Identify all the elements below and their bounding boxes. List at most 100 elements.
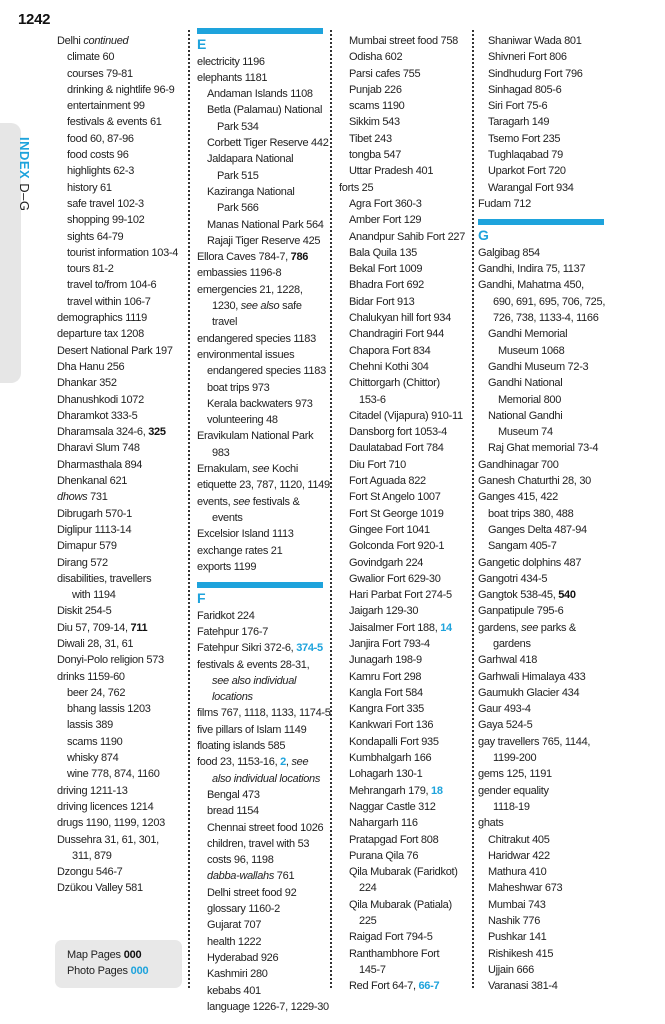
index-subentry: Maheshwar 673 (478, 880, 610, 896)
index-subentry: Chennai street food 1026 (197, 820, 329, 836)
entry-text: Sinhagad 805-6 (488, 83, 562, 96)
index-entry: Fudam 712 (478, 196, 610, 212)
index-subentry: Fort St Angelo 1007 (339, 489, 471, 505)
entry-text: Garhwal 418 (478, 654, 538, 667)
index-subentry: bhang lassis 1203 (57, 701, 189, 717)
index-entry: drugs 1190, 1199, 1203 (57, 815, 189, 831)
entry-text: lassis 389 (67, 719, 113, 732)
entry-text: travel (212, 316, 238, 329)
entry-text: children, travel with 53 (207, 837, 310, 850)
index-subentry: tours 81-2 (57, 261, 189, 277)
entry-text: travel within 106-7 (67, 295, 151, 308)
index-entry: environmental issues (197, 347, 329, 363)
entry-text: see also (240, 300, 280, 313)
index-entry: events, see festivals & (197, 494, 329, 510)
entry-text: Mumbai 743 (488, 898, 546, 911)
entry-text: Uparkot Fort 720 (488, 165, 566, 178)
photo-pages-label: Photo Pages (67, 965, 128, 977)
entry-text: Gandhinagar 700 (478, 458, 559, 471)
index-subentry: Corbett Tiger Reserve 442 (197, 135, 329, 151)
entry-text: Bala Quila 135 (349, 246, 417, 259)
index-subentry: Kondapalli Fort 935 (339, 734, 471, 750)
entry-text: sights 64-79 (67, 230, 124, 243)
entry-text: 225 (359, 915, 377, 928)
entry-text: Rajaji Tiger Reserve 425 (207, 234, 321, 247)
entry-text: Diglipur 1113-14 (57, 523, 132, 536)
index-entry: Dhankar 352 (57, 375, 189, 391)
entry-text: Chalukyan hill fort 934 (349, 312, 451, 325)
entry-text: Amber Fort 129 (349, 214, 422, 227)
entry-text: beer 24, 762 (67, 686, 126, 699)
index-subentry: boat trips 973 (197, 380, 329, 396)
column-divider (330, 30, 332, 988)
index-entry: Dzongu 546-7 (57, 864, 189, 880)
index-subentry: Kangla Fort 584 (339, 685, 471, 701)
entry-text: Dibrugarh 570-1 (57, 507, 132, 520)
entry-text: Taragarh 149 (488, 116, 550, 129)
section-letter: E (197, 36, 207, 52)
index-subentry: beer 24, 762 (57, 685, 189, 701)
page-reference: 14 (440, 621, 452, 634)
entry-text: Ranthambhore Fort (349, 947, 440, 960)
index-subentry: Kaziranga National (197, 184, 329, 200)
index-subentry: Golconda Fort 920-1 (339, 538, 471, 554)
index-subentry: Uttar Pradesh 401 (339, 163, 471, 179)
entry-text: events (212, 511, 243, 524)
index-entry: exports 1199 (197, 559, 329, 575)
entry-text: Kashmiri 280 (207, 968, 268, 981)
page-key-box: Map Pages 000 Photo Pages 000 (55, 940, 182, 988)
index-entry: Diglipur 1113-14 (57, 522, 189, 538)
index-entry: Desert National Park 197 (57, 343, 189, 359)
index-entry-continuation: 225 (339, 913, 471, 929)
entry-text: Diskit 254-5 (57, 605, 112, 618)
index-entry: Garhwal 418 (478, 652, 610, 668)
entry-text: Gaya 524-5 (478, 719, 533, 732)
index-subentry: Gingee Fort 1041 (339, 522, 471, 538)
index-entry-continuation: gardens (478, 636, 610, 652)
index-subentry: Gujarat 707 (197, 917, 329, 933)
entry-text: gay travellers 765, 1144, (478, 735, 591, 748)
index-subentry: wine 778, 874, 1160 (57, 766, 189, 782)
entry-text: Pushkar 141 (488, 931, 547, 944)
index-subentry: Govindgarh 224 (339, 555, 471, 571)
entry-text: Uttar Pradesh 401 (349, 165, 434, 178)
index-subentry: Purana Qila 76 (339, 848, 471, 864)
index-subentry: food 60, 87-96 (57, 131, 189, 147)
entry-text: volunteering 48 (207, 414, 278, 427)
entry-text: driving licences 1214 (57, 800, 154, 813)
entry-text: Naggar Castle 312 (349, 800, 436, 813)
entry-text: gardens, (478, 621, 522, 634)
entry-text: Parsi cafes 755 (349, 67, 421, 80)
index-subentry: Varanasi 381-4 (478, 978, 610, 994)
entry-text: Ganges Delta 487-94 (488, 523, 587, 536)
index-entry: Gandhinagar 700 (478, 457, 610, 473)
entry-text: Ganesh Chaturthi 28, 30 (478, 475, 591, 488)
index-subentry: shopping 99-102 (57, 212, 189, 228)
index-entry-continuation: 983 (197, 445, 329, 461)
index-entry: gay travellers 765, 1144, (478, 734, 610, 750)
entry-text: Dzükou Valley 581 (57, 882, 143, 895)
entry-text: Eravikulam National Park (197, 430, 314, 443)
entry-text: exports 1199 (197, 560, 257, 573)
entry-text: Dha Hanu 256 (57, 360, 125, 373)
index-subentry: Chandragiri Fort 944 (339, 326, 471, 342)
index-subentry: Sangam 405-7 (478, 538, 610, 554)
index-entry: Diwali 28, 31, 61 (57, 636, 189, 652)
entry-text: Shaniwar Wada 801 (488, 35, 582, 47)
section-header-e: E (197, 21, 329, 54)
index-subentry: kebabs 401 (197, 983, 329, 999)
entry-text: Anandpur Sahib Fort 227 (349, 230, 466, 243)
index-entry: Excelsior Island 1113 (197, 526, 329, 542)
entry-text: Tsemo Fort 235 (488, 132, 561, 145)
entry-text: five pillars of Islam 1149 (197, 723, 307, 736)
entry-text: Kamru Fort 298 (349, 670, 422, 683)
index-entry: demographics 1119 (57, 310, 189, 326)
entry-text: Park 566 (217, 202, 259, 215)
index-subentry: lassis 389 (57, 717, 189, 733)
entry-text: floating islands 585 (197, 740, 286, 753)
index-subentry: Chitrakut 405 (478, 832, 610, 848)
entry-text: 224 (359, 882, 377, 895)
index-subentry: Nashik 776 (478, 913, 610, 929)
entry-text: 1230, (212, 300, 241, 313)
entry-text: exchange rates 21 (197, 544, 283, 557)
